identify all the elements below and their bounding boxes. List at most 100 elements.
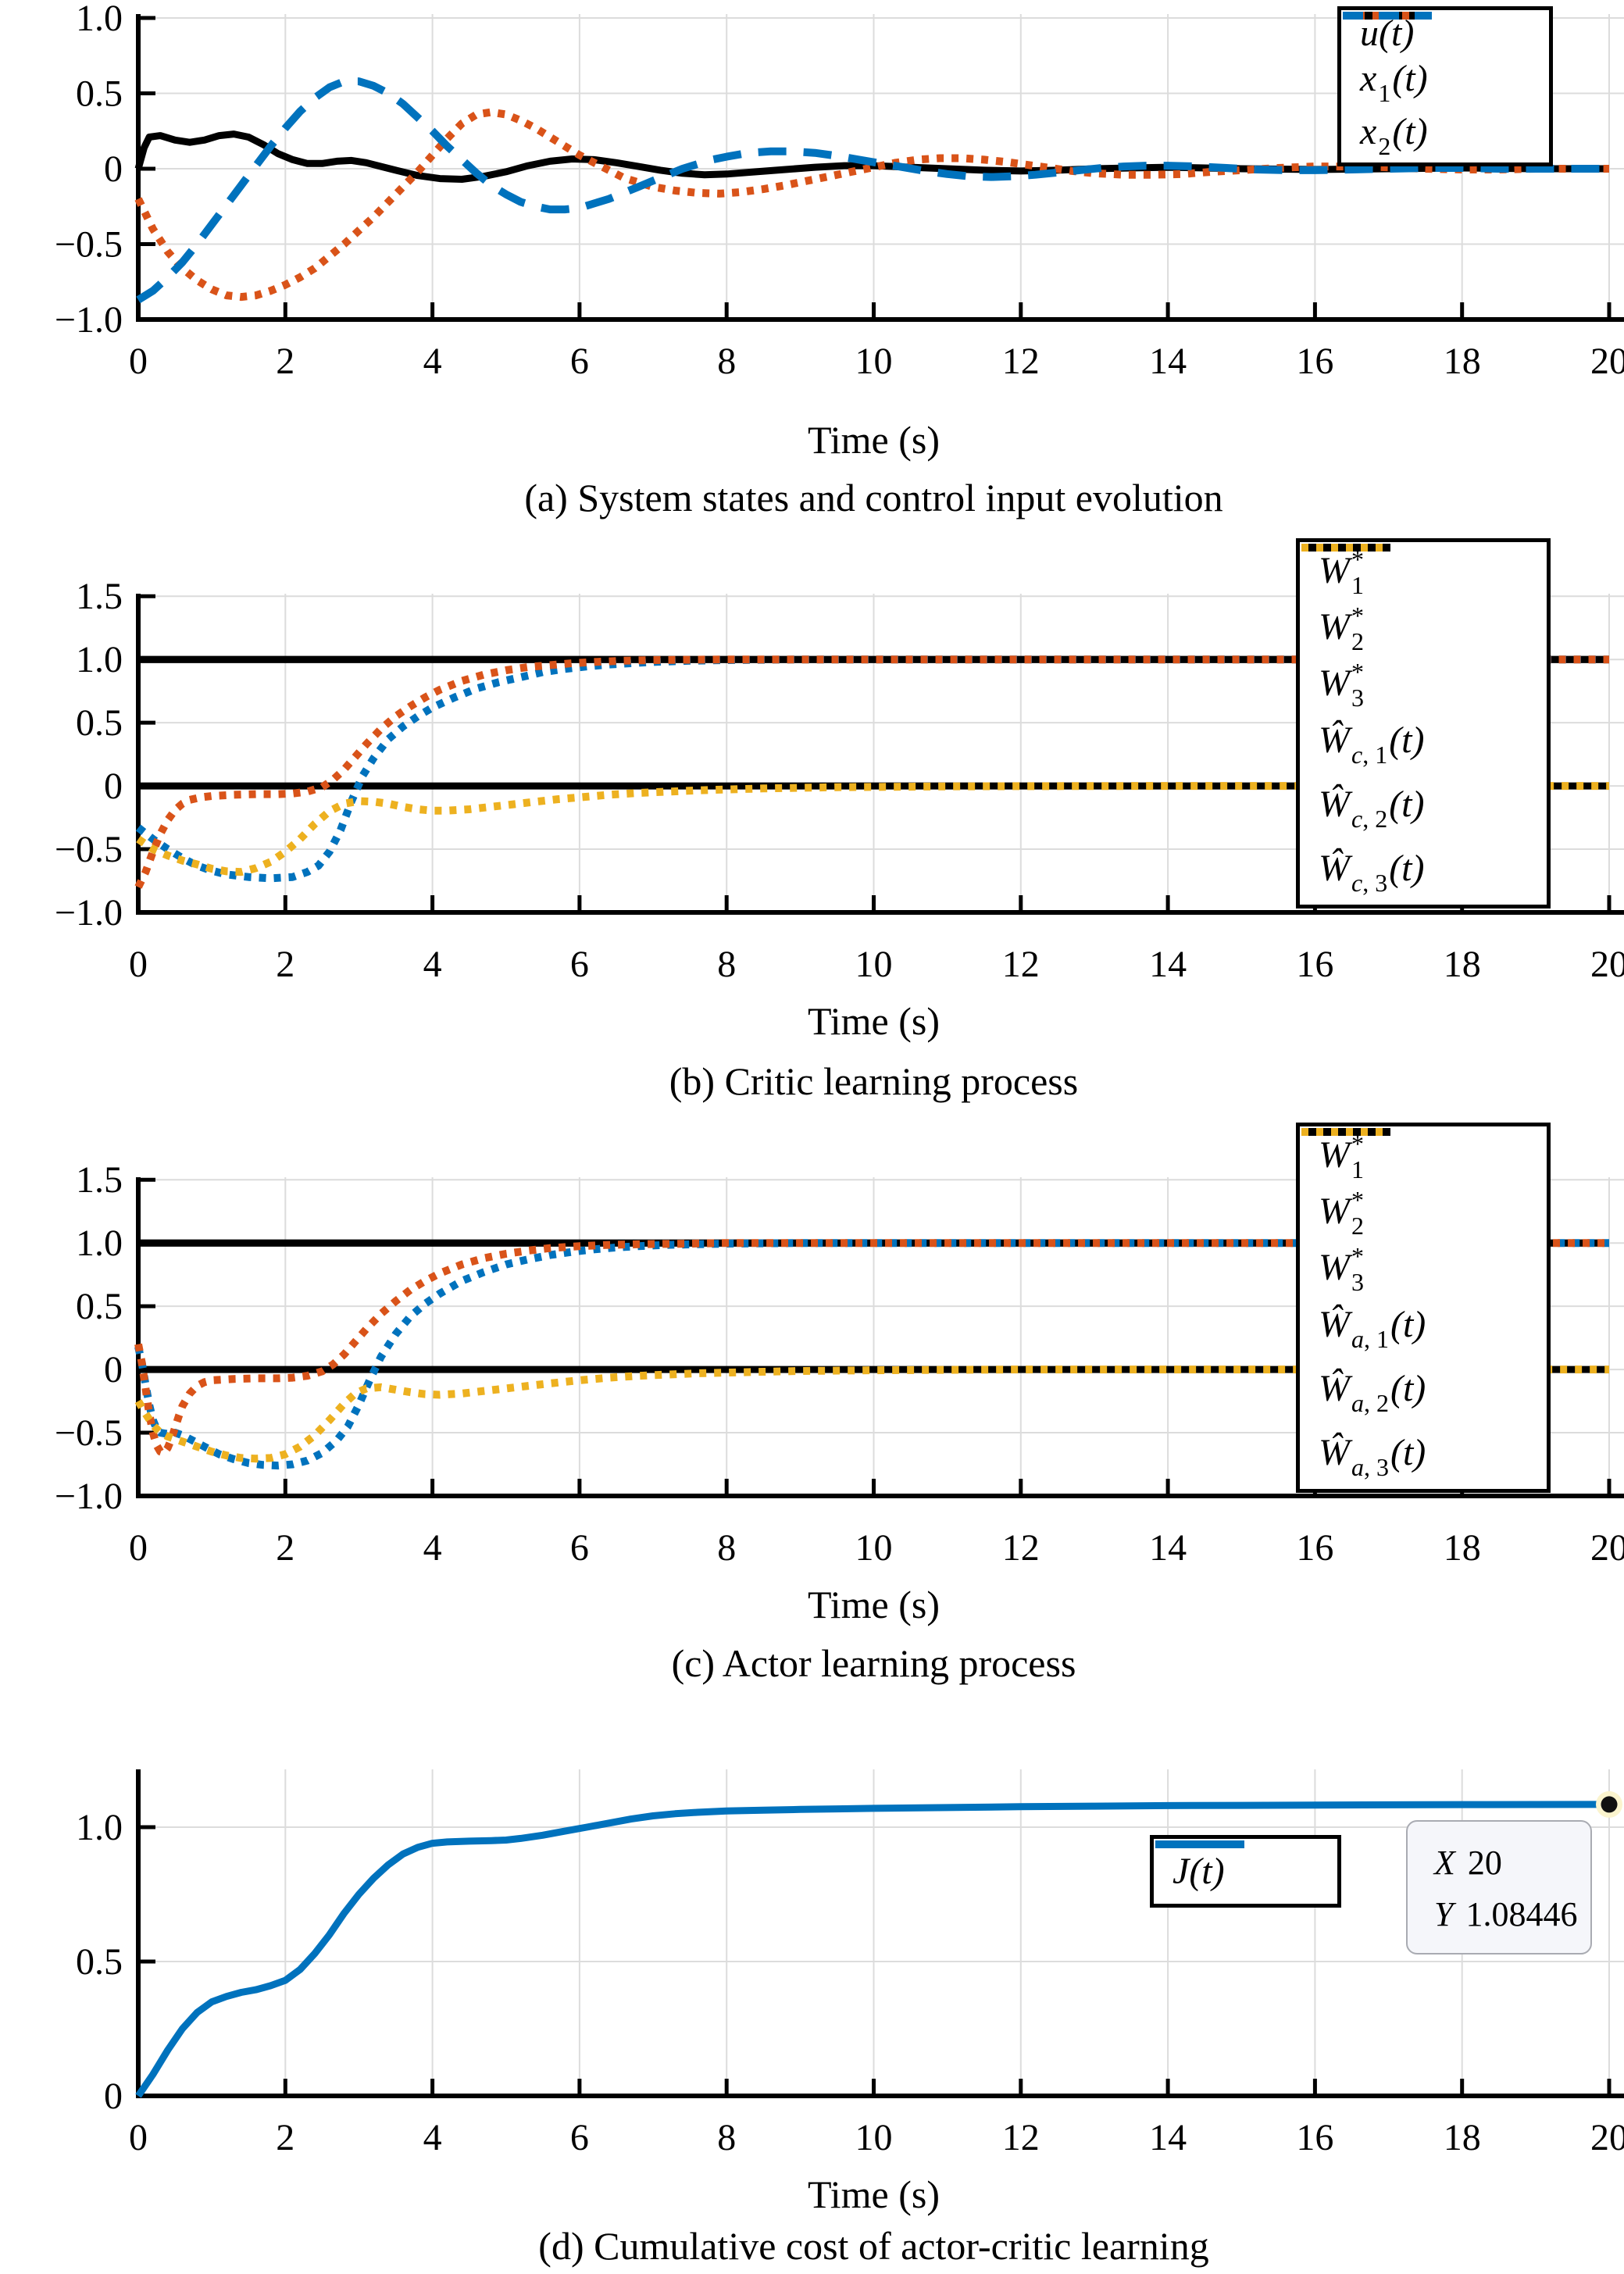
legend-label-J(t): J(t)	[1172, 1851, 1225, 1892]
chart-b-tick-labels: 1.51.00.50−0.5−1.00 2 4 6 8 10 12 14 16 18 20	[55, 576, 1624, 985]
svg-text:0: 0	[129, 944, 148, 985]
svg-text:−1.0: −1.0	[55, 299, 123, 341]
legend-item-Wc_2(t): Ŵc, 2(t)	[1300, 544, 1547, 834]
svg-text:−1.0: −1.0	[55, 1476, 123, 1517]
series-Wa_1(t)	[134, 1239, 1609, 1470]
datatip-x-row: X 20	[1434, 1837, 1590, 1889]
series-Wa_3(t)	[134, 1365, 1609, 1463]
svg-text:18: 18	[1444, 341, 1481, 382]
svg-text:14: 14	[1149, 944, 1187, 985]
legend-label-Wc_3(t): Ŵc, 3(t)	[1319, 848, 1425, 898]
datatip-box[interactable]: X 20 Y 1.08446	[1406, 1820, 1592, 1954]
chart-a-tick-labels: 1.00.50−0.5−1.00 2 4 6 8 10 12 14 16 18 20	[55, 0, 1624, 382]
caption-d: (d) Cumulative cost of actor-critic lear…	[538, 2224, 1209, 2268]
svg-text:8: 8	[717, 341, 736, 382]
legend-label-W*_3: W * 3	[1319, 1242, 1364, 1297]
caption-c: (c) Actor learning process	[671, 1641, 1076, 1685]
chart-a-series	[134, 77, 1609, 304]
svg-text:0: 0	[104, 2076, 123, 2117]
x-axis-label-a: Time (s)	[807, 418, 940, 462]
svg-text:0: 0	[104, 148, 123, 190]
svg-text:4: 4	[423, 944, 442, 985]
svg-text:20: 20	[1590, 1527, 1624, 1569]
svg-text:6: 6	[570, 944, 589, 985]
svg-text:20: 20	[1590, 944, 1624, 985]
svg-text:10: 10	[855, 341, 893, 382]
svg-text:16: 16	[1296, 2117, 1333, 2158]
legend-item-J(t): J(t)	[1154, 1840, 1337, 1893]
svg-text:10: 10	[855, 944, 893, 985]
chart-d-tick-labels: 1.0 0.5 00 2 4 6 8 10 12 14 16 18 20	[76, 1807, 1624, 2158]
legend-label-W*_1: W * 1	[1319, 1129, 1364, 1183]
x-axis-label-b: Time (s)	[807, 999, 940, 1043]
svg-text:18: 18	[1444, 1527, 1481, 1569]
legend-label-W*_1: W * 1	[1319, 544, 1364, 599]
svg-text:1.5: 1.5	[76, 1159, 123, 1201]
svg-text:18: 18	[1444, 944, 1481, 985]
legend-item-Wa_2(t): Ŵa, 2(t)	[1300, 1128, 1547, 1418]
svg-text:0.5: 0.5	[76, 1941, 123, 1983]
x-axis-label-c: Time (s)	[807, 1583, 940, 1626]
svg-text:8: 8	[717, 1527, 736, 1569]
svg-text:8: 8	[717, 2117, 736, 2158]
svg-text:2: 2	[276, 1527, 294, 1569]
svg-text:0: 0	[129, 341, 148, 382]
series-x_1(t)	[134, 108, 1609, 302]
svg-text:−1.0: −1.0	[55, 892, 123, 934]
svg-text:18: 18	[1444, 2117, 1481, 2158]
svg-text:6: 6	[570, 2117, 589, 2158]
svg-text:1.0: 1.0	[76, 0, 123, 39]
legend-label-x_1(t): x1(t)	[1360, 57, 1428, 107]
legend-item-x_2(t): x2(t)	[1341, 12, 1549, 161]
svg-text:10: 10	[855, 2117, 893, 2158]
svg-text:2: 2	[276, 944, 294, 985]
svg-text:16: 16	[1296, 1527, 1333, 1569]
datatip-y-row: Y 1.08446	[1434, 1889, 1590, 1940]
svg-text:14: 14	[1149, 341, 1187, 382]
svg-text:0: 0	[129, 2117, 148, 2158]
svg-text:4: 4	[423, 2117, 442, 2158]
caption-a: (a) System states and control input evol…	[524, 476, 1223, 519]
legend-line-sample	[1301, 1128, 1390, 1136]
svg-text:6: 6	[570, 1527, 589, 1569]
legend-item-W*_3: W * 3	[1300, 544, 1547, 712]
svg-text:10: 10	[855, 1527, 893, 1569]
svg-text:14: 14	[1149, 2117, 1187, 2158]
legend-item-W*_2: W * 2	[1300, 1128, 1547, 1240]
svg-text:0.5: 0.5	[76, 702, 123, 744]
svg-text:0.5: 0.5	[76, 1286, 123, 1327]
datatip-x-value: 20	[1467, 1844, 1502, 1882]
series-Wc_3(t)	[136, 782, 1609, 876]
svg-text:20: 20	[1590, 341, 1624, 382]
legend-item-Wa_1(t): Ŵa, 1(t)	[1300, 1128, 1547, 1354]
svg-text:−0.5: −0.5	[55, 829, 123, 870]
svg-text:6: 6	[570, 341, 589, 382]
legend-label-W*_3: W * 3	[1319, 658, 1364, 712]
svg-text:16: 16	[1296, 341, 1333, 382]
datatip-marker[interactable]	[1601, 1796, 1618, 1813]
svg-text:0: 0	[104, 766, 123, 807]
series-J(t)	[135, 1801, 1610, 2098]
svg-text:1.0: 1.0	[76, 1223, 123, 1264]
legend-line-sample	[1343, 12, 1432, 20]
svg-text:8: 8	[717, 944, 736, 985]
chart-d: 1.0 0.5 00 2 4 6 8 10 12 14 16 18 20	[76, 1769, 1624, 2158]
svg-text:0.5: 0.5	[76, 73, 123, 115]
legend-item-Wc_3(t): Ŵc, 3(t)	[1300, 544, 1547, 898]
datatip-y-value: 1.08446	[1465, 1895, 1578, 1933]
svg-text:0: 0	[104, 1349, 123, 1390]
legend-c: W * 1 W * 2 W * 3 Ŵa, 1(t) Ŵa, 2(t) Ŵa, 3(t)	[1296, 1123, 1551, 1493]
legend-b: W * 1 W * 2 W * 3 Ŵc, 1(t) Ŵc, 2(t) Ŵc, 3(t)	[1296, 538, 1551, 909]
svg-text:12: 12	[1002, 341, 1040, 382]
svg-text:1.5: 1.5	[76, 576, 123, 617]
chart-d-grid	[137, 1769, 1624, 2097]
svg-text:12: 12	[1002, 944, 1040, 985]
svg-text:2: 2	[276, 341, 294, 382]
svg-text:0: 0	[129, 1527, 148, 1569]
legend-label-Wa_1(t): Ŵa, 1(t)	[1319, 1303, 1426, 1353]
svg-text:16: 16	[1296, 944, 1333, 985]
svg-text:−0.5: −0.5	[55, 1412, 123, 1454]
svg-text:14: 14	[1149, 1527, 1187, 1569]
svg-text:4: 4	[423, 1527, 442, 1569]
